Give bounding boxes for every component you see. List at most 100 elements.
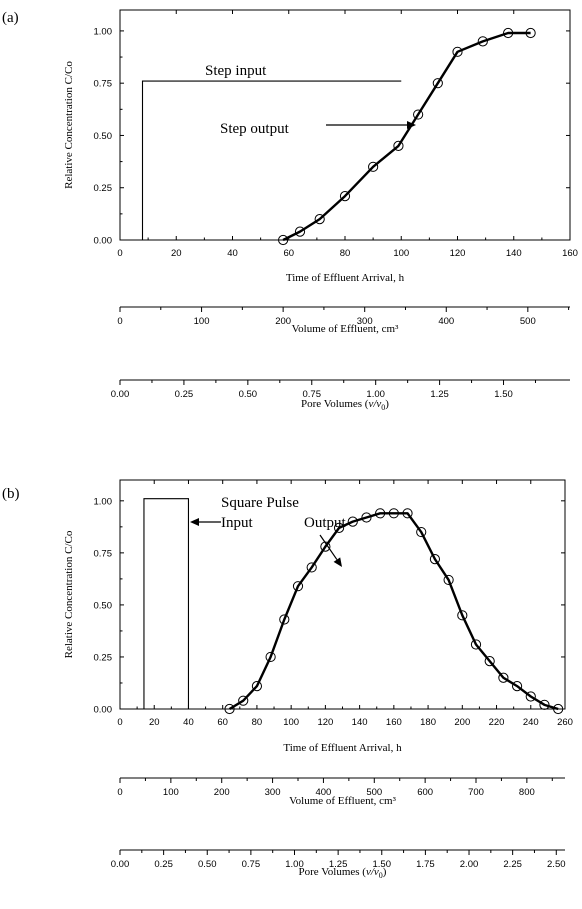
secondary-x-tick-label: 200	[214, 787, 230, 798]
title-part: Pore Volumes (	[301, 398, 369, 410]
secondary-x-tick-label: 0.00	[111, 389, 130, 400]
x-tick-label: 160	[562, 248, 578, 259]
secondary-x-tick-label: 700	[468, 787, 484, 798]
x-tick-label: 160	[386, 717, 402, 728]
x-tick-label: 100	[393, 248, 409, 259]
secondary-x-tick-label: 0.50	[198, 859, 217, 870]
data-point	[278, 234, 289, 246]
data-point	[429, 554, 441, 565]
data-point	[525, 691, 536, 702]
x-tick-label: 200	[454, 717, 470, 728]
x-tick-label: 80	[252, 717, 263, 728]
data-point	[498, 672, 509, 683]
x-tick-label: 20	[149, 717, 160, 728]
data-point	[292, 581, 304, 592]
secondary-x-tick-label: 400	[438, 316, 454, 327]
x-tick-label: 60	[217, 717, 228, 728]
x-tick-label: 120	[450, 248, 466, 259]
annotation-arrow-shaft	[319, 534, 338, 560]
y-tick-label: 1.00	[94, 496, 113, 507]
data-point	[503, 27, 514, 39]
y-tick-label: 0.00	[94, 236, 113, 247]
data-point	[477, 36, 488, 47]
data-point	[361, 512, 372, 523]
data-point	[413, 109, 424, 120]
title-part-subscript: 0	[379, 871, 383, 880]
secondary-x-tick-label: 100	[194, 316, 210, 327]
secondary-x-tick-label: 1.50	[373, 859, 392, 870]
data-point	[402, 508, 413, 519]
secondary-x-tick-label: 0.50	[239, 389, 258, 400]
secondary-x-tick-label: 300	[357, 316, 373, 327]
secondary-x-tick-label: 1.25	[329, 859, 348, 870]
secondary-x-axis-title: Volume of Effluent, cm³	[292, 323, 399, 335]
secondary-x-tick-label: 800	[519, 787, 535, 798]
title-part-italic: v/v	[366, 866, 379, 878]
input-series-line	[143, 498, 190, 709]
annotation-arrow-head	[407, 121, 416, 129]
x-tick-label: 0	[117, 248, 122, 259]
y-tick-label: 0.25	[94, 183, 113, 194]
secondary-x-tick-label: 600	[417, 787, 433, 798]
data-point	[539, 699, 550, 710]
data-point	[306, 562, 317, 573]
x-tick-label: 60	[283, 248, 294, 259]
x-tick-label: 220	[489, 717, 505, 728]
secondary-x-axis-title: Pore Volumes (v/v0)	[299, 866, 387, 880]
data-point	[416, 526, 427, 538]
y-tick-label: 0.00	[94, 705, 113, 716]
title-part-italic: v/v	[368, 398, 381, 410]
y-axis-label: Relative Concentration C/Co	[63, 61, 75, 189]
x-tick-label: 240	[523, 717, 539, 728]
data-point	[251, 681, 263, 692]
output-series-line	[228, 512, 559, 711]
secondary-x-tick-label: 1.00	[366, 389, 385, 400]
chart-panel-b: (b) 0.00 0.25 0.50 0.75 1.00 Relative Concentr…	[2, 479, 573, 880]
annotation-label: Input	[221, 515, 253, 531]
y-axis-label: Relative Concentration C/Co	[63, 530, 75, 658]
data-point	[553, 703, 564, 715]
data-point	[224, 703, 235, 715]
data-point	[294, 226, 306, 237]
annotation-label: Output	[304, 515, 347, 531]
input-series-line	[141, 80, 402, 240]
y-tick-label: 1.00	[94, 26, 113, 37]
annotation-arrow-head	[190, 518, 199, 526]
data-point	[368, 161, 379, 172]
secondary-x-axis-title: Pore Volumes (v/v0)	[301, 398, 389, 412]
x-tick-label: 120	[317, 717, 333, 728]
chart-panel-a: (a) 0.00 0.25 0.50 0.75 1.00 Relative Concentr…	[2, 9, 578, 412]
secondary-x-tick-label: 400	[315, 787, 331, 798]
x-tick-label: 180	[420, 717, 436, 728]
x-tick-label: 40	[183, 717, 194, 728]
data-point	[511, 681, 523, 692]
y-tick-label: 0.75	[94, 548, 113, 559]
x-tick-label: 140	[352, 717, 368, 728]
secondary-x-tick-label: 1.50	[494, 389, 513, 400]
data-point	[279, 614, 290, 625]
annotation-arrow-head	[333, 557, 342, 567]
data-point	[432, 78, 443, 89]
data-point	[484, 656, 495, 667]
title-part: Pore Volumes (	[299, 866, 367, 878]
secondary-x-tick-label: 0.75	[303, 389, 322, 400]
panel-label: (a)	[2, 10, 19, 26]
x-tick-label: 100	[283, 717, 299, 728]
secondary-x-tick-label: 0.00	[111, 859, 130, 870]
y-tick-label: 0.75	[94, 79, 113, 90]
data-point	[393, 140, 404, 152]
data-point	[457, 610, 468, 621]
y-tick-label: 0.50	[94, 600, 113, 611]
secondary-x-tick-label: 2.25	[503, 859, 522, 870]
secondary-x-tick-label: 1.75	[416, 859, 435, 870]
data-point	[333, 522, 345, 533]
title-part-close: )	[385, 398, 389, 410]
secondary-x-tick-label: 300	[265, 787, 281, 798]
data-point	[525, 27, 536, 39]
data-point	[388, 508, 399, 519]
x-axis-title: Time of Effluent Arrival, h	[283, 742, 402, 754]
panel-label: (b)	[2, 486, 20, 502]
x-tick-label: 20	[171, 248, 182, 259]
annotation-label: Step input	[205, 63, 267, 79]
